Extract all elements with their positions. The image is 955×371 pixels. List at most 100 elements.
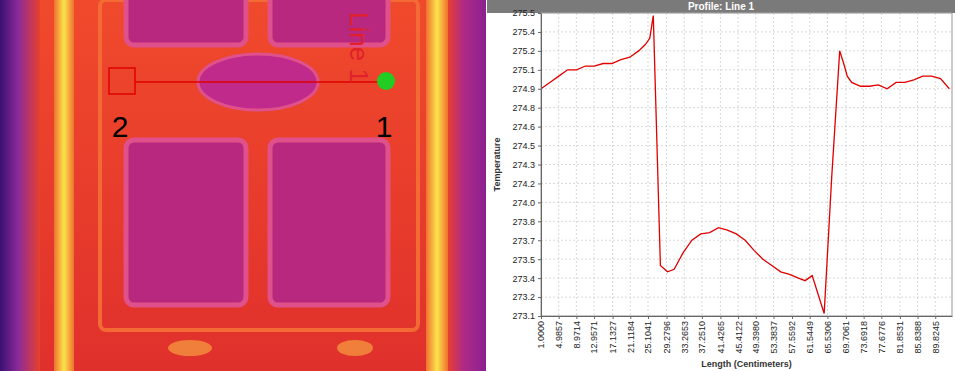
x-axis-line	[542, 316, 953, 317]
x-tick-label: 29.2796	[662, 321, 672, 354]
y-tick: 275.5	[512, 8, 541, 18]
x-tick-label: 1.0000	[536, 321, 546, 349]
y-tick-label: 274.0	[512, 198, 535, 208]
x-tick-mark	[864, 316, 865, 319]
y-tick-mark	[538, 202, 541, 203]
x-tick-mark	[738, 316, 739, 319]
start-marker	[377, 72, 395, 90]
grid-line	[845, 13, 846, 316]
x-tick: 61.5449	[805, 316, 815, 354]
grid-line	[612, 13, 613, 316]
grid-line	[863, 13, 864, 316]
grid-line	[541, 164, 952, 165]
y-tick: 273.7	[512, 236, 541, 246]
x-tick-label: 77.6776	[877, 321, 887, 354]
grid	[541, 13, 952, 316]
y-tick: 275.2	[512, 46, 541, 56]
x-tick-mark	[720, 316, 721, 319]
plot-frame	[541, 13, 952, 316]
grid-line	[541, 31, 952, 32]
grid-line	[541, 221, 952, 222]
y-tick-mark	[538, 221, 541, 222]
x-tick-mark	[774, 316, 775, 319]
x-tick-label: 65.5306	[823, 321, 833, 354]
x-tick: 85.8388	[913, 316, 923, 354]
x-tick-label: 37.2510	[697, 321, 707, 354]
thermal-image: Line 112	[0, 0, 486, 371]
x-tick: 17.1327	[608, 316, 618, 354]
y-tick: 273.5	[512, 255, 541, 265]
x-tick: 1.0000	[536, 316, 546, 349]
x-tick: 73.6918	[859, 316, 869, 354]
x-tick-label: 17.1327	[608, 321, 618, 354]
x-tick: 89.8245	[931, 316, 941, 354]
y-tick: 274.0	[512, 198, 541, 208]
grid-line	[755, 13, 756, 316]
y-axis-line	[541, 14, 542, 317]
x-tick: 21.1184	[626, 316, 636, 353]
plot-area	[541, 16, 949, 314]
x-tick-label: 41.4265	[716, 321, 726, 354]
warm-spot	[337, 340, 373, 356]
y-tick-label: 275.1	[512, 65, 535, 75]
grid-line	[647, 13, 648, 316]
x-tick-mark	[846, 316, 847, 319]
grid-line	[720, 13, 721, 316]
y-tick-mark	[538, 32, 541, 33]
y-tick: 273.2	[512, 292, 541, 302]
x-tick-label: 49.3980	[751, 321, 761, 354]
x-tick-mark	[702, 316, 703, 319]
grid-line	[541, 50, 952, 51]
right-wall	[448, 0, 486, 371]
grid-line	[630, 13, 631, 316]
y-tick-mark	[538, 278, 541, 279]
x-tick-label: 12.9571	[589, 321, 599, 354]
y-tick-label: 273.8	[512, 217, 535, 227]
y-tick-mark	[538, 165, 541, 166]
grid-line	[541, 145, 952, 146]
x-tick-label: 85.8388	[913, 321, 923, 354]
y-tick-mark	[538, 146, 541, 147]
y-tick-label: 274.3	[512, 160, 535, 170]
y-tick: 273.8	[512, 217, 541, 227]
grid-line	[899, 13, 900, 316]
grid-line	[935, 13, 936, 316]
x-tick: 49.3980	[751, 316, 761, 354]
door-panel	[270, 140, 388, 305]
x-tick: 69.7061	[841, 316, 851, 354]
x-axis: 1.0000 4.9857 8.9714 12.9571 17.1327 21.1184 2…	[536, 316, 952, 354]
y-tick-label: 275.5	[512, 8, 535, 18]
y-tick: 274.9	[512, 84, 541, 94]
x-tick-mark	[827, 316, 828, 319]
x-tick-label: 57.5592	[787, 321, 797, 354]
x-tick-label: 4.9857	[554, 321, 564, 349]
y-axis: 273.1 273.2 273.4 273.5 273.7 273.8 274.0 274.2…	[512, 8, 541, 321]
y-tick-mark	[538, 108, 541, 109]
grid-line	[541, 69, 952, 70]
x-axis-title: Length (Centimeters)	[701, 359, 792, 369]
grid-line	[576, 13, 577, 316]
x-tick-label: 45.4122	[734, 321, 744, 354]
chart-background	[487, 0, 955, 371]
x-tick-mark	[918, 316, 919, 319]
y-tick: 274.2	[512, 179, 541, 189]
left-wall	[0, 0, 40, 371]
y-tick-label: 273.4	[512, 274, 535, 284]
y-tick: 274.3	[512, 160, 541, 170]
grid-line	[792, 13, 793, 316]
x-tick-label: 25.1041	[643, 321, 653, 354]
x-tick: 8.9714	[572, 316, 582, 349]
y-tick-mark	[538, 316, 541, 317]
y-tick: 274.8	[512, 103, 541, 113]
x-tick: 53.3837	[769, 316, 779, 354]
x-tick-mark	[810, 316, 811, 319]
grid-line	[809, 13, 810, 316]
x-tick-mark	[667, 316, 668, 319]
x-tick: 33.2653	[680, 316, 690, 354]
x-tick-mark	[935, 316, 936, 319]
x-tick-label: 33.2653	[680, 321, 690, 354]
grid-line	[541, 183, 952, 184]
y-tick: 273.1	[512, 311, 541, 321]
grid-line	[684, 13, 685, 316]
x-tick-mark	[756, 316, 757, 319]
